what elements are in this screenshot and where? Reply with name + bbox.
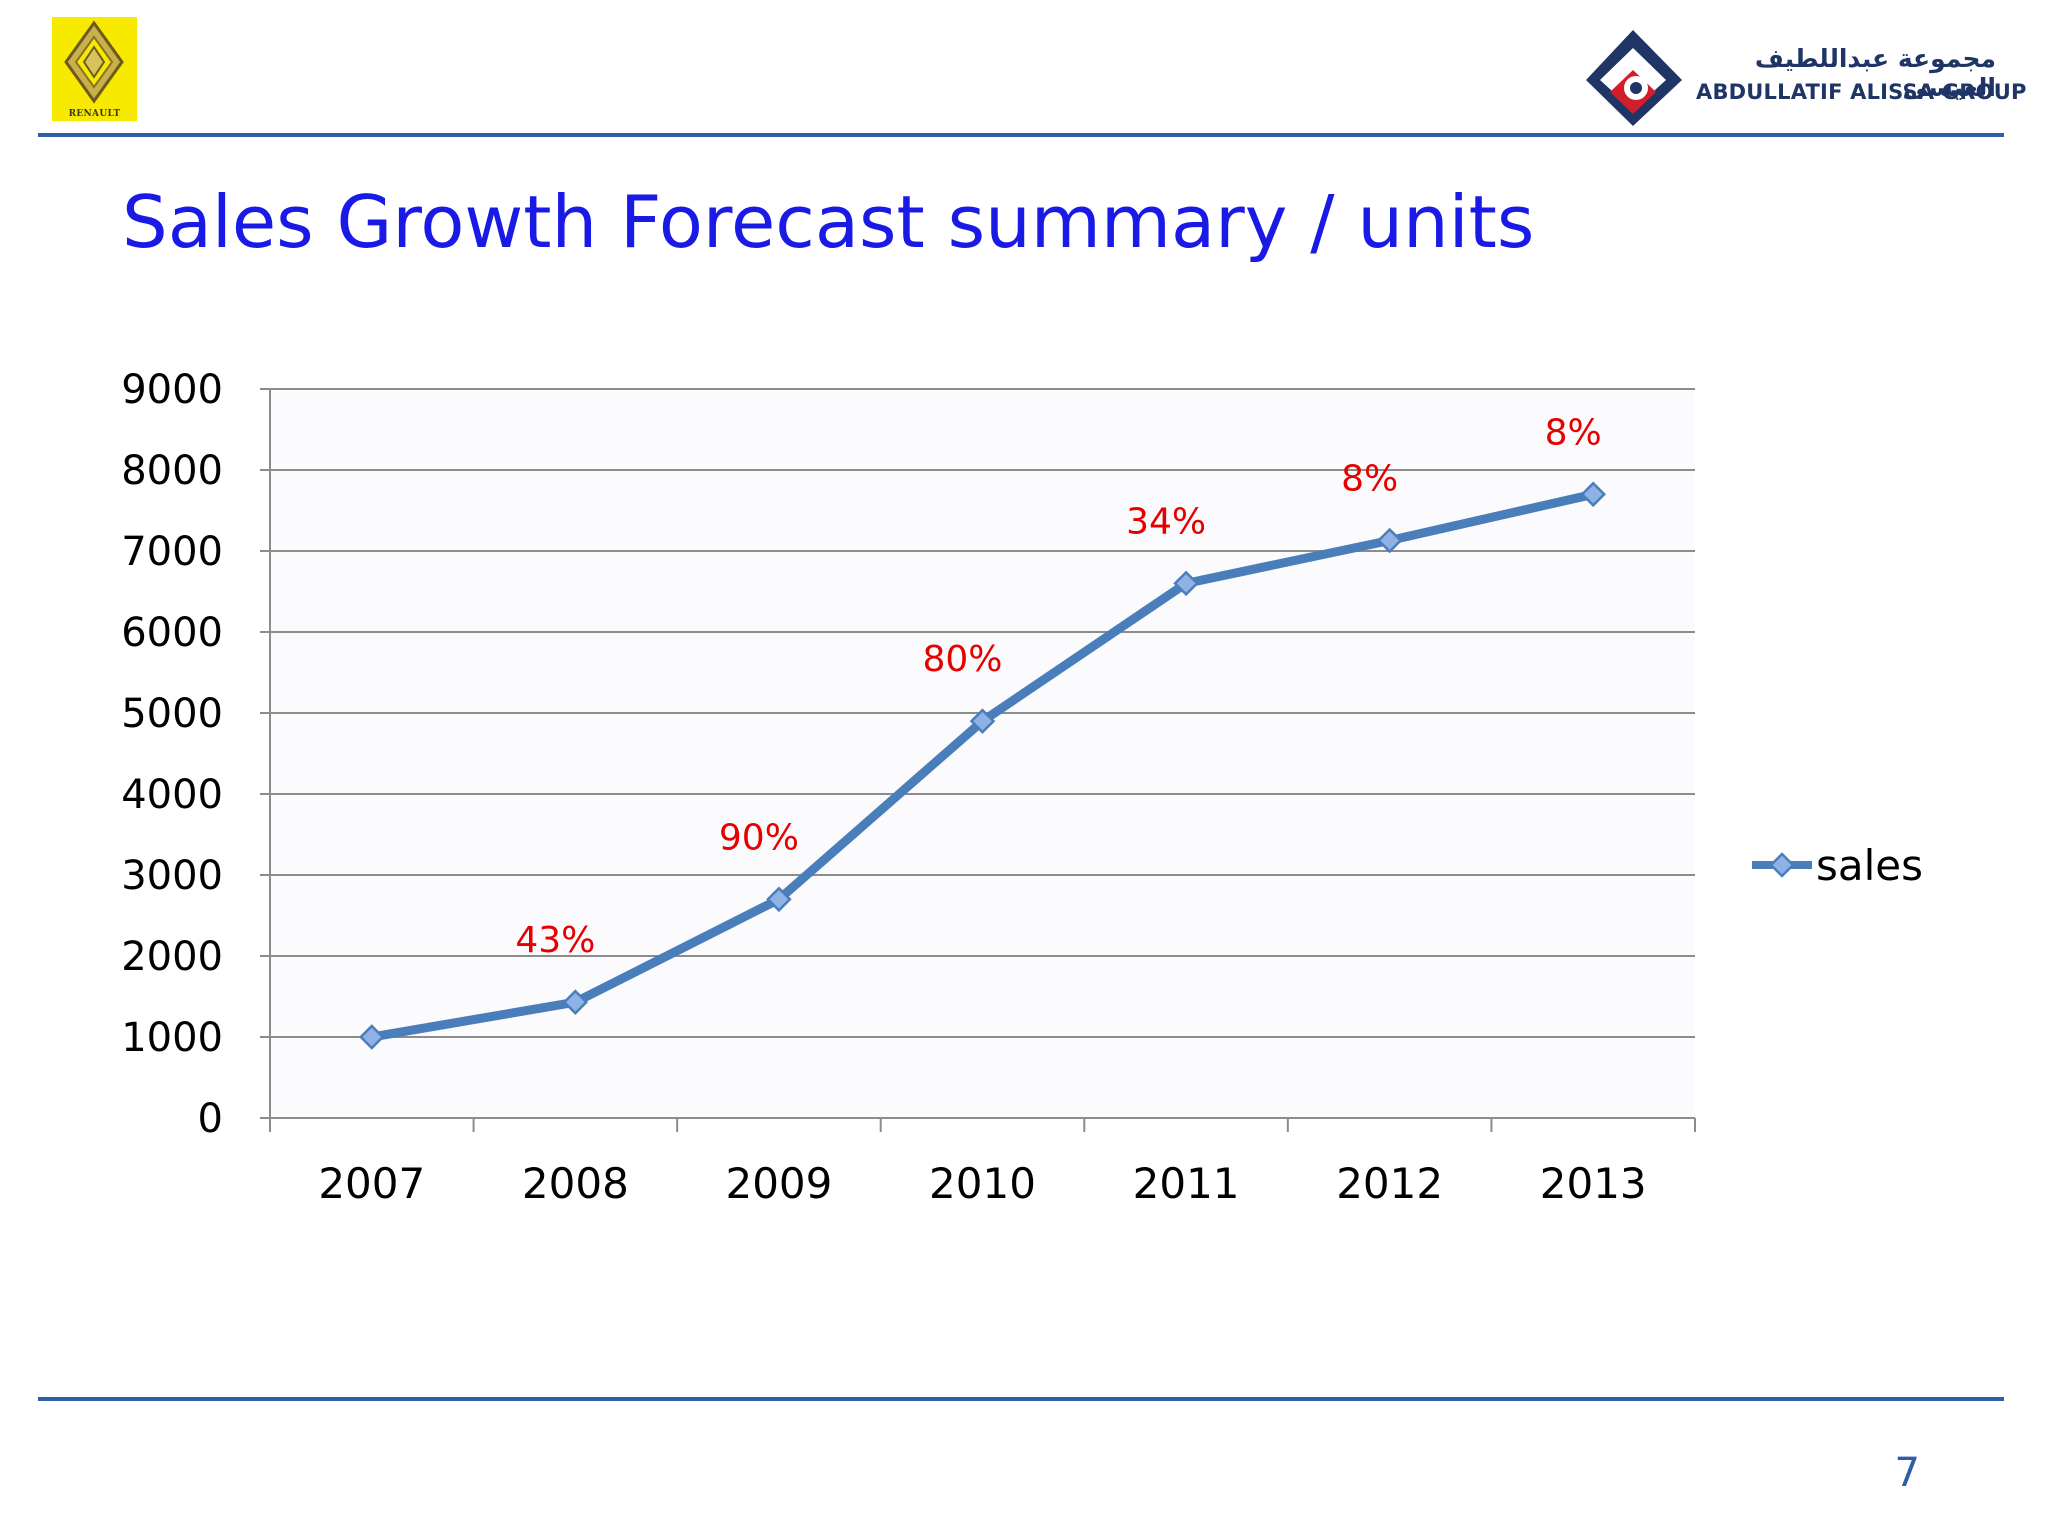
data-label: 80%: [922, 639, 1002, 680]
x-tick-label: 2013: [1540, 1159, 1647, 1208]
data-point-marker: [1173, 570, 1199, 597]
data-point-marker: [562, 989, 589, 1015]
data-point-marker: [1376, 527, 1403, 554]
renault-wordmark: RENAULT: [68, 109, 121, 119]
y-tick-label: 4000: [121, 772, 223, 818]
legend-marker: [1769, 852, 1795, 878]
y-tick-label: 7000: [121, 529, 223, 575]
data-label: 8%: [1545, 412, 1602, 453]
data-point-marker: [359, 1024, 385, 1050]
y-tick-label: 5000: [121, 691, 223, 737]
sales-line-chart: 0 1000 2000 3000 4000 5000 6000 7000 8000 9000 200…: [121, 367, 1923, 1208]
plot-area: [270, 389, 1695, 1118]
data-label: 8%: [1341, 458, 1398, 499]
data-point-marker: [969, 708, 996, 734]
data-point-marker: [1580, 481, 1606, 508]
y-tick-label: 8000: [121, 448, 223, 494]
footer-divider: [38, 1397, 2004, 1401]
renault-diamond-icon: [64, 20, 124, 104]
legend-label: sales: [1816, 841, 1923, 890]
group-emblem-icon: [1586, 30, 1682, 126]
abdullatif-alissa-group-logo: مجموعة عبداللطيف العيسى ABDULLATIF ALISS…: [1586, 26, 2027, 130]
header-divider: [38, 133, 2004, 137]
page-number: 7: [1894, 1450, 1920, 1496]
group-name-latin: ABDULLATIF ALISSA GROUP: [1696, 80, 2027, 104]
x-tick-label: 2012: [1336, 1159, 1443, 1208]
y-tick-label: 1000: [121, 1015, 223, 1061]
data-label: 90%: [719, 817, 799, 858]
group-name-arabic: مجموعة عبداللطيف العيسى: [1754, 44, 1996, 102]
x-tick-label: 2008: [522, 1159, 629, 1208]
renault-logo: RENAULT: [52, 17, 137, 121]
y-tick-label: 0: [198, 1096, 223, 1142]
slide-title: Sales Growth Forecast summary / units: [122, 180, 1535, 264]
x-tick-label: 2007: [318, 1159, 425, 1208]
x-tick-label: 2009: [725, 1159, 832, 1208]
y-tick-label: 2000: [121, 934, 223, 980]
data-label: 43%: [515, 920, 595, 961]
y-tick-label: 9000: [121, 367, 223, 413]
x-tick-label: 2011: [1133, 1159, 1240, 1208]
data-label: 34%: [1126, 501, 1206, 542]
data-point-marker: [766, 886, 792, 913]
y-tick-label: 6000: [121, 610, 223, 656]
x-tick-label: 2010: [929, 1159, 1036, 1208]
y-tick-label: 3000: [121, 853, 223, 899]
